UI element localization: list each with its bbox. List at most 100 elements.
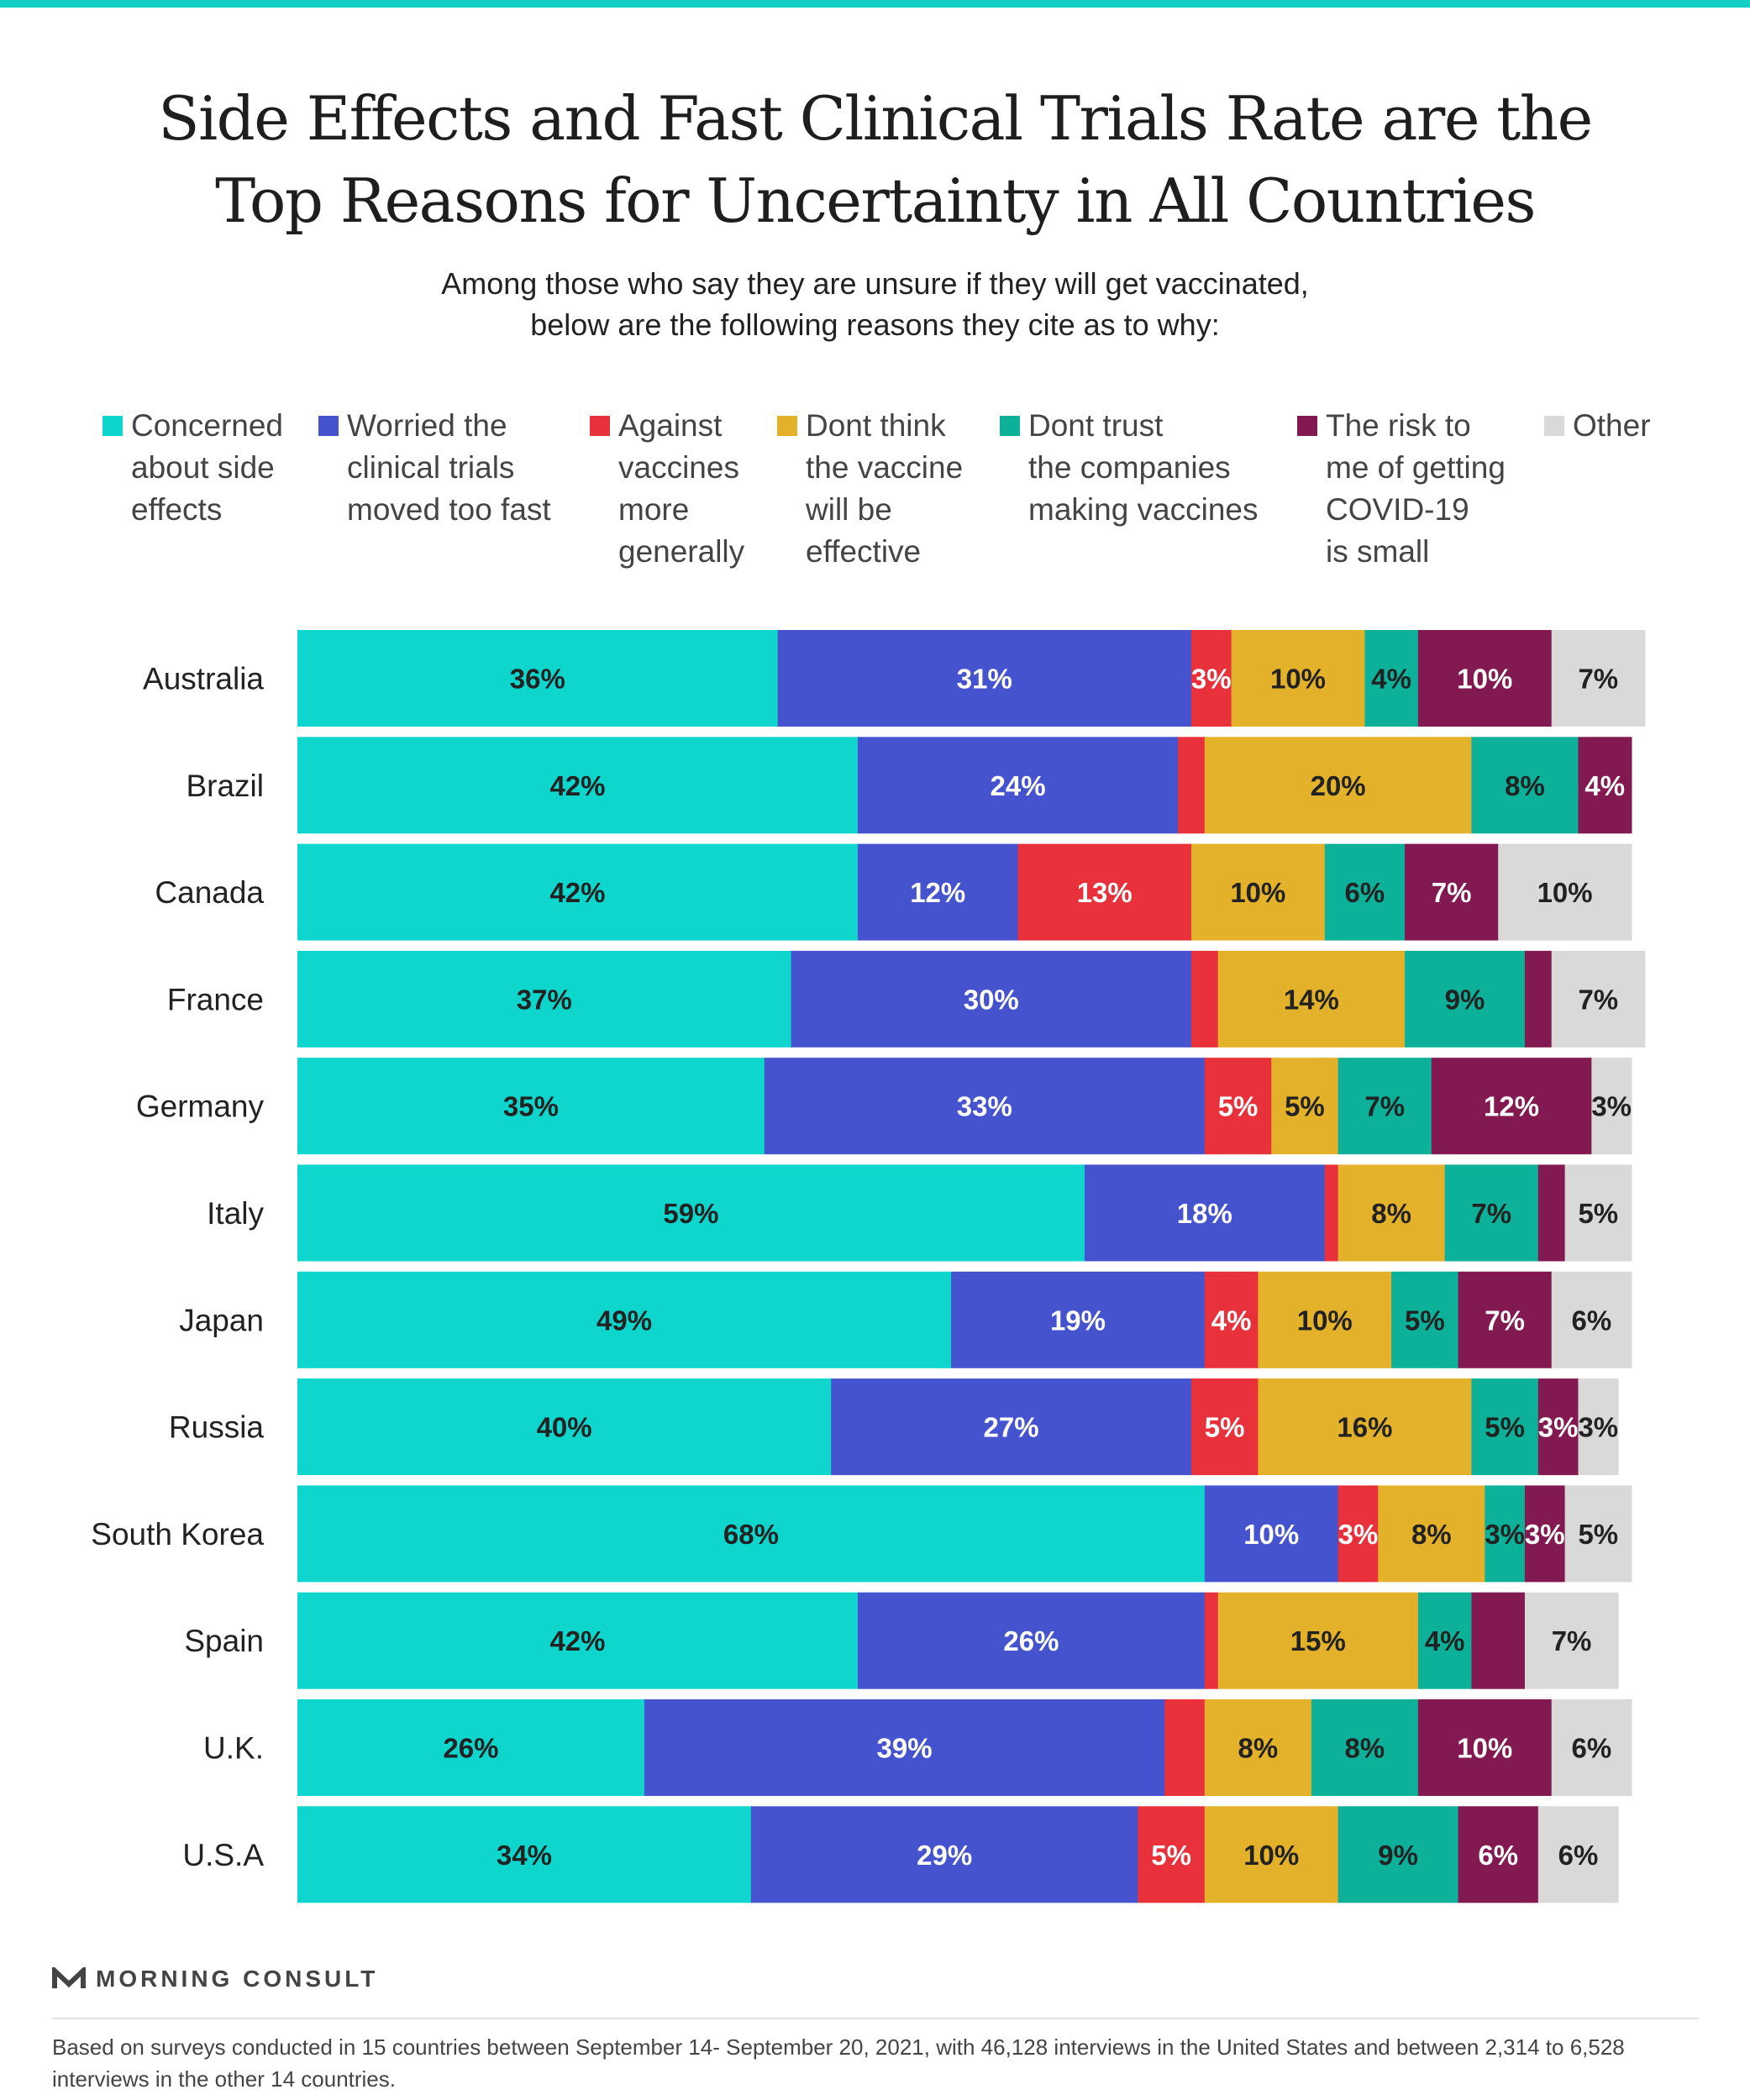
bar-segment (297, 1699, 645, 1796)
data-label: 15% (1290, 1625, 1346, 1656)
country-label: Russia (169, 1410, 265, 1445)
bar-segment (1271, 1058, 1339, 1155)
data-label: 8% (1345, 1733, 1385, 1764)
bar-segment (1217, 1592, 1419, 1689)
data-label: 7% (1432, 877, 1472, 908)
bar-segment (951, 1271, 1206, 1368)
bar-segment (1258, 1378, 1472, 1476)
data-label: 36% (510, 664, 565, 695)
data-label: 37% (517, 984, 572, 1015)
data-label: 7% (1578, 664, 1618, 695)
bar-segment (1498, 843, 1632, 941)
bar-segment (1337, 1806, 1459, 1903)
bar-segment (1217, 950, 1406, 1047)
legend-label: The risk to me of getting COVID-19 is sm… (1326, 408, 1506, 569)
data-label: 3% (1191, 664, 1232, 695)
data-label: 10% (1243, 1519, 1299, 1550)
legend-item-against-vaccines: Against vaccines more generally (590, 405, 744, 573)
legend-swatch (318, 416, 339, 436)
country-label: Germany (136, 1089, 265, 1124)
bar-segment (1324, 843, 1406, 941)
data-label: 24% (990, 770, 1045, 801)
legend-label: Dont trust the companies making vaccines (1028, 408, 1259, 527)
data-label: 42% (549, 877, 605, 908)
legend-swatch (102, 416, 123, 436)
country-label: Spain (184, 1624, 264, 1658)
bar-segment (1485, 1485, 1526, 1583)
data-label: 6% (1572, 1733, 1612, 1764)
data-label: 5% (1405, 1305, 1445, 1336)
bar-segment (644, 1699, 1165, 1796)
country-label: U.K. (203, 1731, 264, 1766)
bar-segment (1524, 1592, 1619, 1689)
data-label: 5% (1285, 1091, 1325, 1122)
legend-item-other: Other (1544, 405, 1651, 447)
bar-segment (791, 950, 1192, 1047)
data-label: 10% (1537, 877, 1593, 908)
data-label: 7% (1552, 1625, 1592, 1656)
bar-segment (1190, 950, 1219, 1047)
data-label: 7% (1364, 1091, 1405, 1122)
bar-segment (1458, 1271, 1553, 1368)
bar-segment (1444, 1164, 1539, 1262)
data-label: 8% (1238, 1733, 1279, 1764)
data-label: 13% (1077, 877, 1133, 908)
bar-segment (1524, 950, 1553, 1047)
chart-title: Side Effects and Fast Clinical Trials Ra… (158, 83, 1593, 236)
bar-segment (297, 630, 779, 727)
bar-segment (1311, 1699, 1419, 1796)
data-label: 7% (1578, 984, 1618, 1015)
data-label: 5% (1218, 1091, 1259, 1122)
legend-label: Dont think the vaccine will be effective (806, 408, 964, 569)
bar-segment (1204, 1485, 1339, 1583)
data-label: 40% (537, 1412, 592, 1443)
data-label: 26% (443, 1733, 498, 1764)
country-label: Australia (143, 662, 264, 696)
bar-segment (297, 1271, 952, 1368)
bar-segment (1471, 1378, 1539, 1476)
logo-m-icon (52, 1967, 86, 1988)
bar-segment (1084, 1164, 1326, 1262)
data-label: 5% (1151, 1840, 1191, 1871)
data-label: 10% (1270, 664, 1326, 695)
bar-segment (1204, 1592, 1219, 1689)
chart-subtitle: Among those who say they are unsure if t… (441, 266, 1309, 342)
bar-segment (1537, 1164, 1566, 1262)
data-label: 34% (497, 1840, 552, 1871)
data-label: 19% (1050, 1305, 1106, 1336)
data-label: 6% (1558, 1840, 1599, 1871)
data-label: 27% (984, 1412, 1039, 1443)
legend-label: Concerned about side effects (131, 408, 284, 527)
data-label: 6% (1572, 1305, 1612, 1336)
top-accent-rule (0, 0, 1750, 8)
data-label: 3% (1525, 1519, 1565, 1550)
data-label: 7% (1485, 1305, 1525, 1336)
data-label: 10% (1457, 664, 1512, 695)
data-label: 20% (1311, 770, 1366, 801)
bar-segment (831, 1378, 1192, 1476)
bar-segment (1537, 1806, 1619, 1903)
legend-label: Worried the clinical trials moved too fa… (347, 408, 551, 527)
data-label: 7% (1471, 1198, 1511, 1229)
legend-label: Other (1573, 408, 1651, 443)
data-label: 5% (1578, 1198, 1618, 1229)
stacked-bar-chart: Australia 36% 31% 3% 10% 4% 10% 7% Brazil 42% 24% 2… (91, 630, 1646, 1903)
data-label: 39% (877, 1733, 933, 1764)
source-footnote: Based on surveys conducted in 15 countri… (52, 2034, 1625, 2092)
bar-segment (297, 737, 859, 834)
bar-segment (1204, 1058, 1272, 1155)
bar-segment (857, 843, 1019, 941)
bar-segment (1190, 630, 1232, 727)
bar-segment (297, 1485, 1206, 1583)
data-label: 33% (957, 1091, 1012, 1122)
bar-segment (1164, 1699, 1206, 1796)
country-label: South Korea (91, 1517, 264, 1551)
bar-segment (1337, 1164, 1446, 1262)
data-label: 4% (1584, 770, 1625, 801)
bar-segment (1564, 1164, 1632, 1262)
data-label: 5% (1485, 1412, 1525, 1443)
legend-item-risk-small: The risk to me of getting COVID-19 is sm… (1297, 405, 1506, 573)
data-label: 68% (723, 1519, 779, 1550)
data-label: 59% (663, 1198, 718, 1229)
data-label: 3% (1591, 1091, 1632, 1122)
